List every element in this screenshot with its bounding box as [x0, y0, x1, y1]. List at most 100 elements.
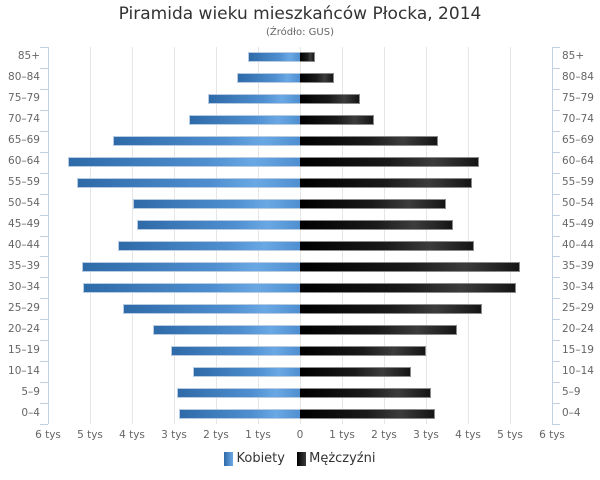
bar-mezczyzni[interactable]	[300, 94, 360, 104]
bar-kobiety[interactable]	[118, 241, 300, 251]
y-tick	[552, 68, 560, 69]
bar-kobiety[interactable]	[133, 199, 300, 209]
y-tick	[552, 298, 560, 299]
legend-label-kobiety: Kobiety	[236, 451, 285, 466]
bar-mezczyzni[interactable]	[300, 178, 472, 188]
bar-kobiety[interactable]	[248, 52, 300, 62]
gridline	[216, 47, 217, 424]
bar-mezczyzni[interactable]	[300, 220, 453, 230]
category-label-right: 30–34	[562, 280, 594, 293]
category-label-left: 5–9	[21, 385, 40, 398]
bar-kobiety[interactable]	[153, 325, 300, 335]
bar-mezczyzni[interactable]	[300, 304, 482, 314]
bar-mezczyzni[interactable]	[300, 115, 374, 125]
chart-title: Piramida wieku mieszkańców Płocka, 2014	[118, 4, 482, 24]
bar-kobiety[interactable]	[189, 115, 300, 125]
bar-kobiety[interactable]	[83, 283, 300, 293]
bar-mezczyzni[interactable]	[300, 346, 426, 356]
y-tick	[552, 361, 560, 362]
bar-kobiety[interactable]	[123, 304, 300, 314]
y-tick	[40, 298, 48, 299]
y-tick	[552, 340, 560, 341]
x-tick-label: 4 tys	[119, 429, 145, 441]
category-label-left: 60–64	[8, 155, 40, 168]
legend-label-mezczyzni: Mężczyźni	[309, 451, 376, 466]
category-label-right: 55–59	[562, 176, 594, 189]
y-tick	[40, 131, 48, 132]
bar-mezczyzni[interactable]	[300, 262, 520, 272]
bar-kobiety[interactable]	[208, 94, 300, 104]
x-tick-label: 5 tys	[497, 429, 523, 441]
gridline	[426, 47, 427, 424]
bar-kobiety[interactable]	[113, 136, 300, 146]
category-label-left: 45–49	[8, 218, 40, 231]
y-tick	[40, 47, 48, 48]
category-label-left: 35–39	[8, 259, 40, 272]
bar-mezczyzni[interactable]	[300, 241, 474, 251]
bar-kobiety[interactable]	[237, 73, 300, 83]
bar-mezczyzni[interactable]	[300, 283, 516, 293]
category-label-left: 40–44	[8, 238, 40, 251]
category-label-right: 20–24	[562, 322, 594, 335]
x-tick-label: 1 tys	[329, 429, 355, 441]
category-label-left: 55–59	[8, 176, 40, 189]
y-tick	[40, 89, 48, 90]
bar-kobiety[interactable]	[179, 409, 300, 419]
bar-mezczyzni[interactable]	[300, 52, 315, 62]
category-label-right: 50–54	[562, 197, 594, 210]
gridline	[132, 47, 133, 424]
bar-kobiety[interactable]	[77, 178, 300, 188]
category-label-left: 85+	[17, 50, 40, 63]
legend-swatch-icon	[297, 451, 307, 466]
category-label-left: 30–34	[8, 280, 40, 293]
category-label-right: 80–84	[562, 71, 594, 84]
bar-kobiety[interactable]	[137, 220, 300, 230]
bar-kobiety[interactable]	[177, 388, 300, 398]
category-label-right: 25–29	[562, 301, 594, 314]
gridline	[468, 47, 469, 424]
bar-kobiety[interactable]	[82, 262, 300, 272]
bar-kobiety[interactable]	[193, 367, 300, 377]
bar-mezczyzni[interactable]	[300, 367, 411, 377]
bar-kobiety[interactable]	[171, 346, 300, 356]
bar-mezczyzni[interactable]	[300, 325, 457, 335]
y-tick	[40, 403, 48, 404]
category-label-right: 40–44	[562, 238, 594, 251]
bar-kobiety[interactable]	[68, 157, 300, 167]
y-tick	[40, 424, 48, 425]
bar-mezczyzni[interactable]	[300, 157, 479, 167]
y-tick	[552, 277, 560, 278]
bar-mezczyzni[interactable]	[300, 136, 438, 146]
legend-item-mezczyzni[interactable]: Mężczyźni	[297, 451, 376, 466]
bar-mezczyzni[interactable]	[300, 409, 435, 419]
category-label-left: 75–79	[8, 92, 40, 105]
y-tick	[552, 194, 560, 195]
x-tick-label: 3 tys	[413, 429, 439, 441]
bar-mezczyzni[interactable]	[300, 388, 431, 398]
x-tick-label: 2 tys	[371, 429, 397, 441]
y-tick	[552, 47, 560, 48]
y-tick	[552, 424, 560, 425]
bar-mezczyzni[interactable]	[300, 199, 446, 209]
gridline	[174, 47, 175, 424]
y-axis-line	[48, 47, 49, 424]
y-tick	[40, 340, 48, 341]
category-label-right: 35–39	[562, 259, 594, 272]
category-label-right: 65–69	[562, 134, 594, 147]
legend-item-kobiety[interactable]: Kobiety	[224, 451, 285, 466]
y-tick	[552, 131, 560, 132]
category-label-right: 45–49	[562, 218, 594, 231]
bar-mezczyzni[interactable]	[300, 73, 334, 83]
category-label-left: 65–69	[8, 134, 40, 147]
chart-subtitle: (Źródło: GUS)	[266, 27, 334, 38]
y-tick	[40, 152, 48, 153]
category-label-left: 70–74	[8, 113, 40, 126]
y-axis-line	[552, 47, 553, 424]
category-label-right: 0–4	[562, 406, 581, 419]
gridline	[300, 47, 301, 424]
legend: Kobiety Mężczyźni	[0, 451, 600, 470]
x-tick-label: 0	[296, 429, 304, 441]
y-tick	[552, 152, 560, 153]
y-tick	[552, 110, 560, 111]
y-tick	[552, 236, 560, 237]
